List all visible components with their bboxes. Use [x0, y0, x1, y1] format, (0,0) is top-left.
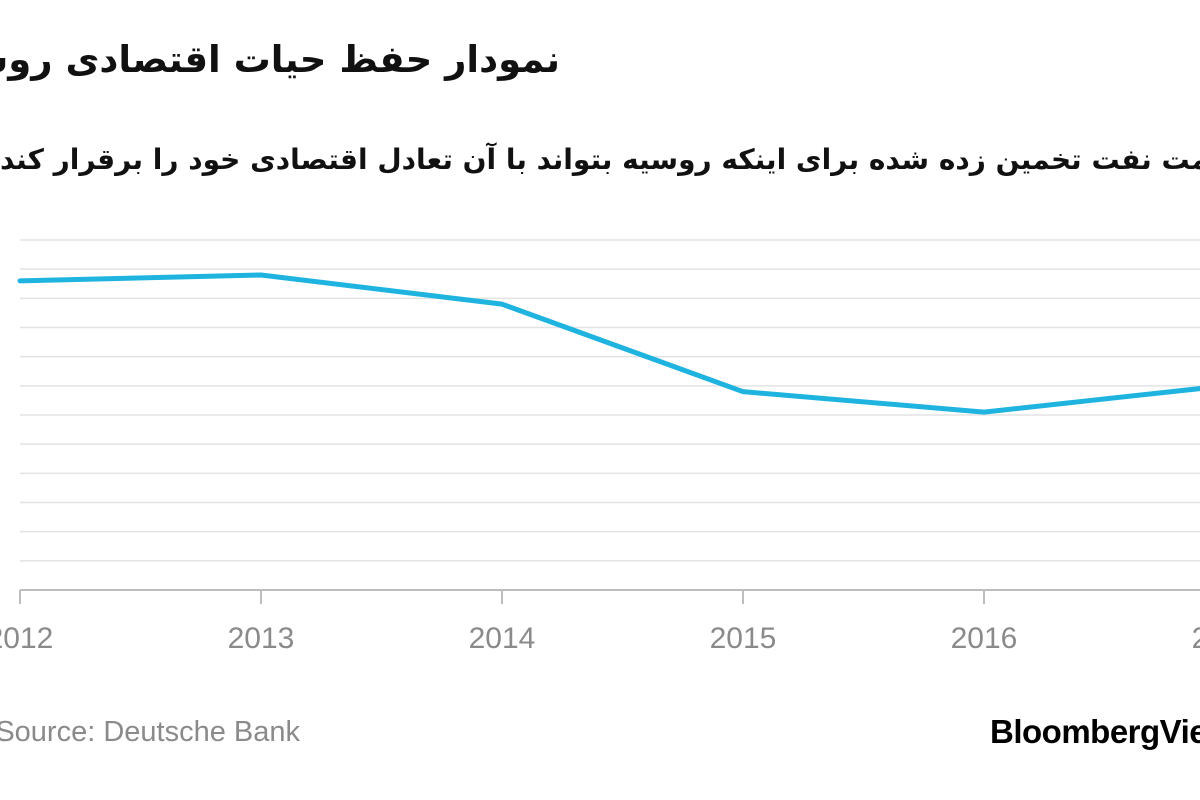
x-tick-label: 2015	[710, 622, 777, 655]
x-tick-label: 2017	[1192, 622, 1200, 655]
brand-logo: BloombergView	[990, 713, 1200, 750]
x-axis: 2012 2013 2014 2015 2016 2017	[0, 589, 1200, 655]
source-note: Source: Deutsche Bank	[0, 712, 300, 752]
x-tick-label: 2016	[951, 622, 1018, 655]
chart-subtitle: قیمت نفت تخمین زده شده برای اینکه روسیه …	[0, 135, 1200, 185]
series-line	[17, 272, 1200, 415]
chart-title: نمودار حفظ حیات اقتصادی روسیه	[0, 38, 560, 81]
x-tick-label: 2014	[469, 622, 536, 655]
x-tick-label: 2013	[228, 622, 295, 655]
x-tick-label: 2012	[0, 622, 53, 655]
series-layer	[17, 272, 1200, 415]
chart-subtitle-text: قیمت نفت تخمین زده شده برای اینکه روسیه …	[0, 143, 1200, 176]
gridlines	[20, 239, 1200, 591]
source-text: Source: Deutsche Bank	[0, 716, 300, 748]
